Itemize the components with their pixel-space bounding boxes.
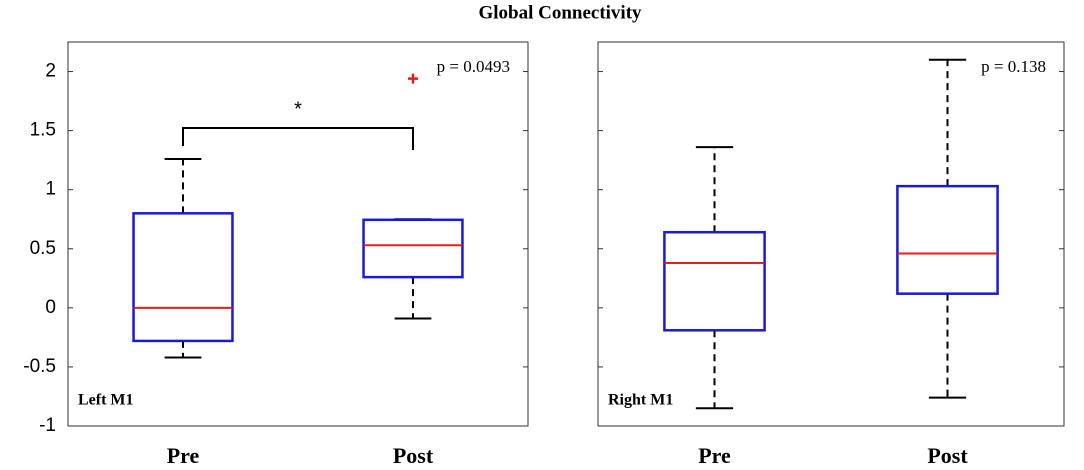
x-tick-label: Post (393, 443, 434, 468)
y-tick-label: 2 (45, 61, 56, 82)
y-tick-label: 0 (45, 297, 56, 318)
box (663, 230, 766, 332)
y-tick-label: -0.5 (23, 356, 56, 377)
box (896, 184, 999, 295)
y-tick-label: 1 (45, 179, 56, 200)
panel-label: Left M1 (78, 392, 134, 409)
y-tick-label: 1.5 (30, 120, 56, 141)
box (132, 212, 234, 343)
x-tick-label: Pre (167, 443, 200, 468)
significance-marker: * (294, 98, 302, 120)
outlier (408, 73, 418, 84)
x-tick-label: Post (927, 443, 968, 468)
figure-title: Global Connectivity (478, 2, 642, 23)
y-tick-label: 0.5 (30, 238, 56, 259)
box (362, 218, 464, 279)
significance-bracket (182, 127, 414, 150)
plot-frame (67, 41, 529, 427)
panel-label: Right M1 (608, 392, 673, 409)
p-value: p = 0.138 (981, 57, 1046, 76)
p-value: p = 0.0493 (437, 57, 510, 76)
y-tick-label: -1 (39, 415, 56, 436)
plot-frame (597, 41, 1065, 427)
x-tick-label: Pre (698, 443, 731, 468)
